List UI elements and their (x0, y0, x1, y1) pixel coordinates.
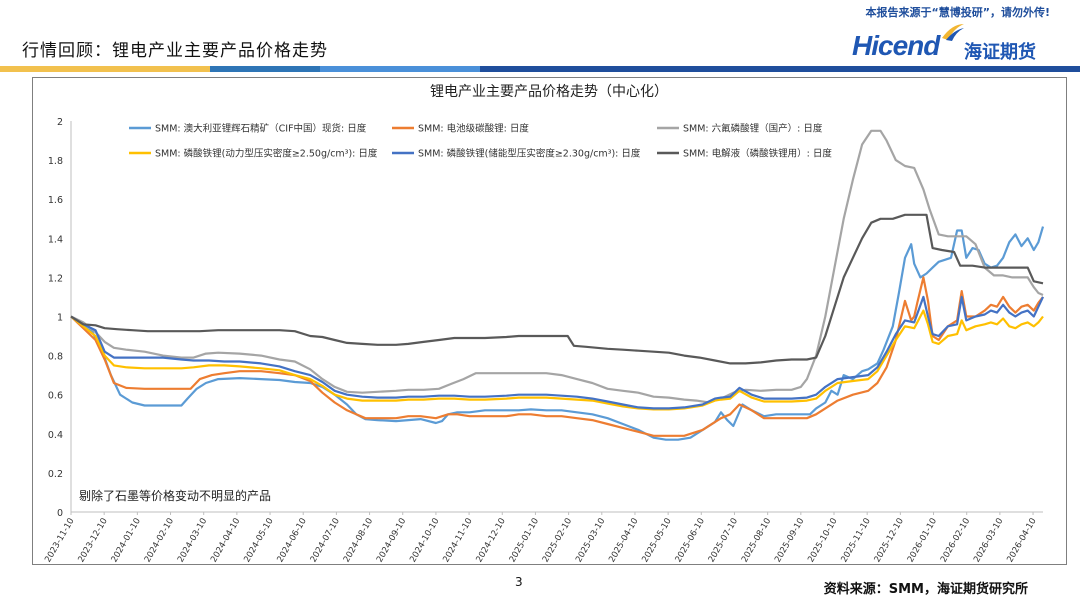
x-tick-label: 2025-09-10 (773, 517, 806, 565)
x-tick-label: 2024-02-10 (143, 517, 176, 565)
logo-text-en: Hicend (852, 30, 940, 61)
x-tick-label: 2024-01-10 (110, 517, 143, 565)
x-tick-label: 2023-12-10 (76, 517, 109, 565)
source-note: 本报告来源于“慧博投研”，请勿外传! (865, 6, 1050, 19)
y-tick-label: 1.2 (48, 273, 63, 284)
x-tick-label: 2024-10-10 (408, 517, 441, 565)
page-title: 行情回顾：锂电产业主要产品价格走势 (22, 41, 328, 61)
y-tick-label: 1.6 (48, 195, 63, 206)
chart-frame: 锂电产业主要产品价格走势（中心化） 0 0.2 0.4 0.6 0.8 1 1.2 1.4 1.… (32, 77, 1067, 565)
x-tick-label: 2025-06-10 (674, 517, 707, 565)
series-line-6 (70, 213, 1044, 365)
x-tick-label: 2025-12-10 (873, 517, 906, 565)
chart-title: 锂电产业主要产品价格走势（中心化） (430, 84, 668, 100)
legend-label: SMM: 六氟磷酸锂（国产）: 日度 (683, 123, 823, 135)
x-tick-label: 2026-01-10 (906, 517, 939, 565)
page-number: 3 (515, 575, 523, 589)
x-tick-label: 2023-11-10 (43, 517, 76, 565)
legend-label: SMM: 磷酸铁锂(储能型压实密度≥2.30g/cm³): 日度 (418, 148, 641, 160)
x-tick-label: 2026-02-10 (939, 517, 972, 565)
x-tick-label: 2025-08-10 (740, 517, 773, 565)
header-bar-segment (0, 66, 210, 72)
x-tick-label: 2024-11-10 (441, 517, 474, 565)
y-tick-label: 2 (57, 117, 63, 128)
x-tick-label: 2024-05-10 (242, 517, 275, 565)
company-logo: Hicend 海证期货 (852, 22, 1062, 72)
x-tick-label: 2025-05-10 (640, 517, 673, 565)
y-tick-label: 0.2 (48, 469, 63, 480)
x-tick-label: 2024-08-10 (342, 517, 375, 565)
x-tick-label: 2024-12-10 (474, 517, 507, 565)
logo-text-cn: 海证期货 (964, 42, 1036, 63)
series-line-5 (70, 295, 1044, 410)
y-tick-label: 0.4 (48, 430, 63, 441)
x-tick-label: 2025-10-10 (806, 517, 839, 565)
x-tick-label: 2026-04-10 (1005, 517, 1038, 564)
legend-label: SMM: 磷酸铁锂(动力型压实密度≥2.50g/cm³): 日度 (155, 148, 378, 160)
price-trend-chart: 锂电产业主要产品价格走势（中心化） 0 0.2 0.4 0.6 0.8 1 1.2 1.4 1.… (43, 84, 1045, 565)
x-tick-label: 2024-09-10 (375, 517, 408, 565)
x-tick-label: 2025-01-10 (508, 517, 541, 565)
x-tick-label: 2026-03-10 (972, 517, 1005, 565)
x-tick-label: 2025-04-10 (607, 517, 640, 565)
header-color-bar (0, 66, 1080, 72)
chart-annotation: 剔除了石墨等价格变动不明显的产品 (79, 488, 271, 503)
y-tick-label: 0 (57, 508, 63, 519)
y-tick-label: 1.4 (48, 234, 63, 245)
logo-swoosh-icon (942, 24, 964, 41)
y-tick-label: 0.6 (48, 391, 63, 402)
y-tick-label: 0.8 (48, 352, 63, 363)
x-tick-label: 2024-07-10 (309, 517, 342, 565)
header-bar-segment (210, 66, 320, 72)
x-tick-label: 2025-11-10 (839, 517, 872, 565)
legend-label: SMM: 澳大利亚锂辉石精矿（CIF中国）现货: 日度 (155, 123, 367, 135)
legend-label: SMM: 电解液（磷酸铁锂用）: 日度 (683, 148, 832, 160)
header-bar-segment (320, 66, 480, 72)
x-tick-label: 2024-06-10 (275, 517, 308, 565)
x-tick-label: 2025-02-10 (541, 517, 574, 565)
x-tick-label: 2024-04-10 (209, 517, 242, 565)
y-tick-label: 1.8 (48, 156, 63, 167)
y-tick-label: 1 (57, 313, 63, 324)
x-tick-label: 2025-03-10 (574, 517, 607, 565)
legend-label: SMM: 电池级碳酸锂: 日度 (418, 123, 529, 135)
source-footer: 资料来源：SMM，海证期货研究所 (823, 582, 1028, 597)
x-tick-label: 2025-07-10 (707, 517, 740, 565)
header-bar-segment (480, 66, 1080, 72)
series-line-2 (70, 276, 1044, 437)
x-tick-label: 2024-03-10 (176, 517, 209, 565)
series-line-3 (70, 129, 1044, 404)
